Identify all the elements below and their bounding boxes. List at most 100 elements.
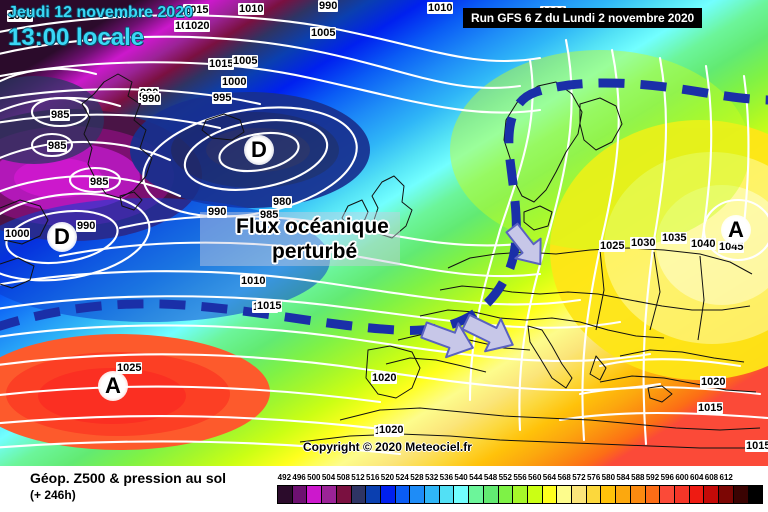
colour-scale[interactable]: 492 496 500 504 508 512 516 520 524 528 532 536 540 5… bbox=[277, 473, 763, 507]
colour-swatch[interactable] bbox=[483, 486, 499, 503]
isobar-label: 1000 bbox=[4, 228, 31, 240]
isobar-label: 1005 bbox=[232, 55, 259, 67]
colour-scale-tick: 524 bbox=[395, 473, 409, 482]
legend-bar: Géop. Z500 & pression au sol (+ 246h) 49… bbox=[0, 466, 768, 512]
colour-scale-tick: 500 bbox=[307, 473, 321, 482]
colour-swatch[interactable] bbox=[322, 486, 337, 503]
isobar-label: 1035 bbox=[661, 232, 688, 244]
colour-swatch[interactable] bbox=[336, 486, 352, 503]
weather-map-canvas[interactable]: 1005 1010 1015 1010 1020 1015 1020 1005 990 1015 1… bbox=[0, 0, 768, 466]
isobar-label: 1005 bbox=[310, 27, 337, 39]
colour-swatch[interactable] bbox=[278, 486, 293, 503]
colour-swatch[interactable] bbox=[704, 486, 720, 503]
isobar-label: 985 bbox=[259, 209, 280, 221]
pressure-center-high: A bbox=[721, 215, 751, 245]
colour-swatch[interactable] bbox=[674, 486, 690, 503]
colour-swatch[interactable] bbox=[469, 486, 484, 503]
colour-swatch[interactable] bbox=[513, 486, 528, 503]
colour-swatch[interactable] bbox=[527, 486, 543, 503]
colour-scale-tick: 592 bbox=[645, 473, 660, 482]
colour-scale-tick: 556 bbox=[513, 473, 527, 482]
isobar-label: 1015 bbox=[697, 402, 724, 414]
isobar-label: 990 bbox=[76, 220, 97, 232]
colour-scale-tick: 496 bbox=[292, 473, 306, 482]
colour-swatch[interactable] bbox=[572, 486, 587, 503]
valid-time-label: 13:00 locale bbox=[8, 24, 145, 51]
colour-swatch[interactable] bbox=[586, 486, 602, 503]
colour-swatch[interactable] bbox=[557, 486, 573, 503]
coastlines bbox=[0, 73, 761, 449]
colour-swatch[interactable] bbox=[542, 486, 558, 503]
colour-scale-tick: 516 bbox=[366, 473, 380, 482]
colour-scale-tick: 600 bbox=[675, 473, 689, 482]
flow-arrow-west bbox=[420, 321, 474, 359]
colour-scale-tick: 508 bbox=[336, 473, 350, 482]
map-annotation-line1: Flux océanique bbox=[236, 215, 389, 238]
isobar-label: 1025 bbox=[116, 362, 143, 374]
colour-scale-tick: 576 bbox=[586, 473, 601, 482]
isobar-label: 1015 bbox=[183, 4, 210, 16]
colour-swatch[interactable] bbox=[630, 486, 646, 503]
isobar-label: 1040 bbox=[690, 238, 717, 250]
colour-swatch[interactable] bbox=[307, 486, 323, 503]
colour-scale-tick: 572 bbox=[572, 473, 586, 482]
isobar-label: 985 bbox=[50, 109, 71, 121]
colour-scale-tick: 552 bbox=[498, 473, 512, 482]
colour-swatch[interactable] bbox=[733, 486, 749, 503]
colour-swatch[interactable] bbox=[660, 486, 675, 503]
isobar-label: 1000 bbox=[221, 76, 248, 88]
isobar-label: 995 bbox=[212, 92, 233, 104]
colour-scale-tick: 504 bbox=[321, 473, 336, 482]
colour-swatch[interactable] bbox=[689, 486, 705, 503]
pressure-center-low: D bbox=[244, 135, 274, 165]
colour-scale-tick: 608 bbox=[704, 473, 719, 482]
colour-swatch[interactable] bbox=[454, 486, 470, 503]
colour-scale-tick: 588 bbox=[631, 473, 645, 482]
colour-swatch[interactable] bbox=[616, 486, 631, 503]
colour-swatch[interactable] bbox=[719, 486, 734, 503]
colour-swatch[interactable] bbox=[425, 486, 440, 503]
colour-swatch[interactable] bbox=[748, 486, 763, 503]
isobar-label: 990 bbox=[207, 206, 228, 218]
colour-swatch[interactable] bbox=[380, 486, 396, 503]
colour-swatch[interactable] bbox=[351, 486, 367, 503]
isobar-label: 1015 bbox=[745, 440, 768, 452]
isobar-label: 1030 bbox=[630, 237, 657, 249]
colour-swatch[interactable] bbox=[439, 486, 455, 503]
colour-swatch[interactable] bbox=[645, 486, 661, 503]
colour-scale-tick: 580 bbox=[601, 473, 616, 482]
colour-scale-tick: 492 bbox=[277, 473, 292, 482]
colour-swatch[interactable] bbox=[601, 486, 617, 503]
pressure-center-low: D bbox=[47, 222, 77, 252]
colour-scale-tick: 568 bbox=[557, 473, 571, 482]
isobar-label: 1015 bbox=[208, 58, 235, 70]
colour-scale-tick: 560 bbox=[528, 473, 542, 482]
colour-scale-tick: 512 bbox=[351, 473, 365, 482]
isobar-label: 980 bbox=[272, 196, 293, 208]
isobar-label: 1010 bbox=[427, 2, 454, 14]
colour-scale-tick: 548 bbox=[483, 473, 498, 482]
legend-title: Géop. Z500 & pression au sol bbox=[30, 470, 227, 486]
colour-swatch[interactable] bbox=[366, 486, 381, 503]
isobar-label: 990 bbox=[141, 93, 162, 105]
colour-scale-tick: 604 bbox=[690, 473, 704, 482]
pressure-center-high: A bbox=[98, 371, 128, 401]
isobar-label: 1025 bbox=[599, 240, 626, 252]
isobar-label: 1010 bbox=[240, 275, 267, 287]
colour-swatch[interactable] bbox=[395, 486, 411, 503]
flow-arrow-mid bbox=[461, 313, 514, 353]
isobar-label: 1015 bbox=[256, 300, 283, 312]
isobar-label: 1020 bbox=[371, 372, 398, 384]
isobar-label: 990 bbox=[318, 0, 339, 12]
colour-swatch[interactable] bbox=[292, 486, 308, 503]
map-field-svg bbox=[0, 0, 768, 466]
colour-swatch[interactable] bbox=[498, 486, 514, 503]
colour-scale-swatches[interactable] bbox=[277, 485, 763, 504]
isobar-label: 1010 bbox=[238, 3, 265, 15]
isobar-label: 1020 bbox=[184, 20, 211, 32]
copyright-label: Copyright © 2020 Meteociel.fr bbox=[303, 440, 472, 454]
jet-boundary-dashed-line bbox=[0, 78, 768, 335]
colour-scale-labels: 492 496 500 504 508 512 516 520 524 528 532 536 540 5… bbox=[277, 473, 763, 484]
colour-scale-tick: 520 bbox=[380, 473, 395, 482]
colour-swatch[interactable] bbox=[410, 486, 426, 503]
